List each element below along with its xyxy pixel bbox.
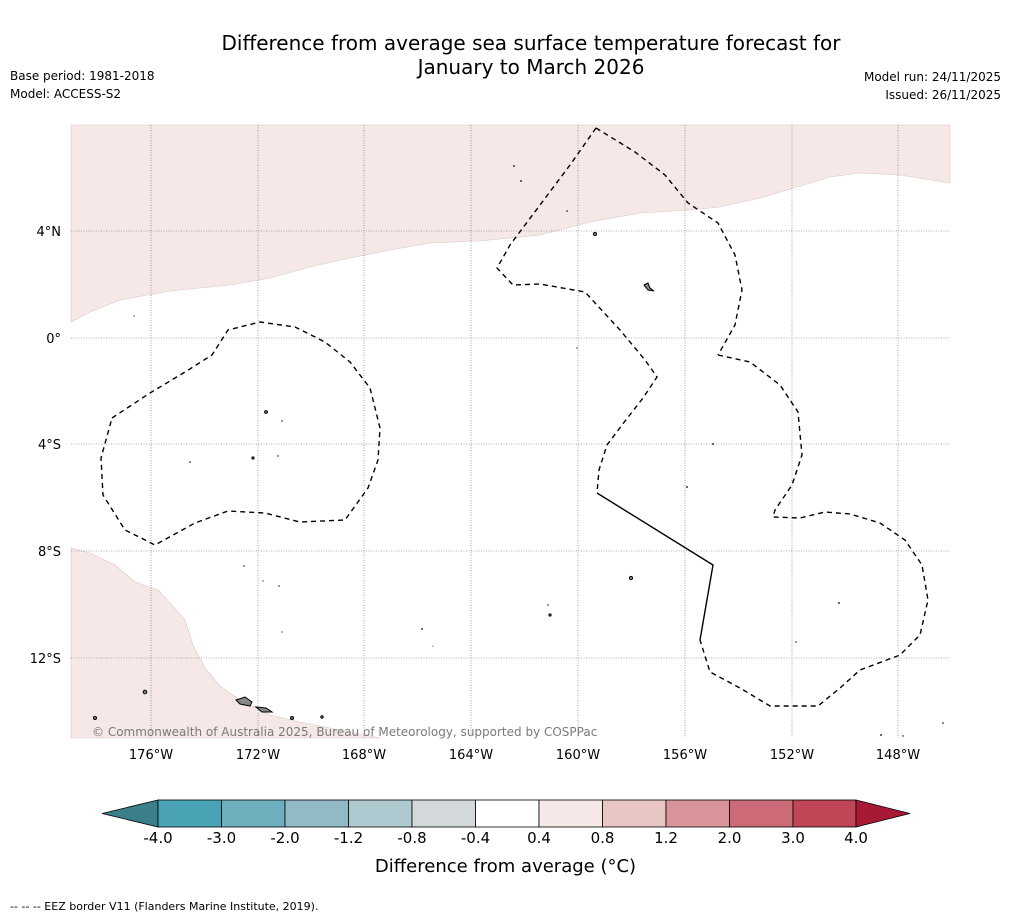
- island-550-615: [548, 613, 552, 617]
- eez-solid-segment: [596, 492, 714, 641]
- colorbar-tick: 0.8: [590, 829, 615, 847]
- colorbar-segment-1: [157, 799, 222, 828]
- model-run: Model run: 24/11/2025: [863, 70, 1001, 84]
- colorbar-segment-9: [665, 799, 730, 828]
- lon-label-176w: 176°W: [129, 748, 173, 763]
- colorbar-tick: -4.0: [143, 829, 173, 847]
- island-322-717: [320, 715, 324, 719]
- island-265-412: [264, 410, 268, 414]
- latitude-labels: 4°N 0° 4°S 8°S 12°S: [30, 225, 61, 667]
- issued-date: Issued: 26/11/2025: [885, 88, 1001, 102]
- lat-label-0: 0°: [46, 332, 61, 347]
- copyright-notice: © Commonwealth of Australia 2025, Bureau…: [92, 725, 597, 739]
- eez-borders: [100, 127, 929, 707]
- island-kiritimati: [643, 282, 655, 292]
- warm-anomaly-southwest: [70, 547, 381, 739]
- island-wallis: [142, 689, 148, 695]
- eez-kiribati-phoenix: [496, 127, 658, 494]
- model-name: Model: ACCESS-S2: [10, 87, 122, 101]
- title-line-1: Difference from average sea surface temp…: [221, 31, 841, 55]
- eez-footnote: -- -- -- EEZ border V11 (Flanders Marine…: [10, 900, 319, 913]
- island-samoa-upolu: [235, 696, 253, 707]
- lat-label-8s: 8°S: [38, 545, 61, 560]
- base-period: Base period: 1981-2018: [10, 69, 155, 83]
- island-252-458: [251, 456, 255, 460]
- lat-label-4s: 4°S: [38, 438, 61, 453]
- tiny-islets: [133, 165, 944, 737]
- colorbar-tick: 1.2: [654, 829, 678, 847]
- colorbar-tick: 3.0: [781, 829, 805, 847]
- colorbar-segment-3: [284, 799, 349, 828]
- lon-label-160w: 160°W: [556, 748, 600, 763]
- island-samoa-savaii: [254, 706, 274, 713]
- lon-label-156w: 156°W: [663, 748, 707, 763]
- colorbar-tick: -0.8: [397, 829, 427, 847]
- island-tabuaeran: [592, 231, 598, 237]
- colorbar-segment-4: [348, 799, 413, 828]
- lon-label-164w: 164°W: [449, 748, 493, 763]
- lon-label-168w: 168°W: [342, 748, 386, 763]
- colorbar-tick: 0.4: [527, 829, 551, 847]
- colorbar-segment-6: [475, 799, 540, 828]
- colorbar-segment-7: [538, 799, 603, 828]
- lon-label-172w: 172°W: [236, 748, 280, 763]
- lat-label-12s: 12°S: [30, 652, 61, 667]
- meta-left: Base period: 1981-2018 Model: ACCESS-S2: [10, 67, 155, 103]
- colorbar-tick-labels: -4.0 -3.0 -2.0 -1.2 -0.8 -0.4 0.4 0.8 1.…: [0, 829, 1011, 849]
- island-292-718: [290, 716, 294, 720]
- colorbar-segment-11: [792, 799, 857, 828]
- meta-right: Model run: 24/11/2025 Issued: 26/11/2025: [864, 68, 1001, 104]
- colorbar-segment-8: [602, 799, 667, 828]
- island-95-715: [93, 716, 97, 720]
- title-line-2: January to March 2026: [417, 55, 645, 79]
- colorbar-segment-10: [729, 799, 794, 828]
- eez-kiribati-south: [699, 354, 929, 707]
- colorbar-tick: -0.4: [460, 829, 491, 847]
- colorbar-tick: -1.2: [333, 829, 364, 847]
- colorbar-extend-high: [855, 799, 911, 828]
- eez-tokelau: [100, 321, 381, 546]
- lon-label-152w: 152°W: [770, 748, 814, 763]
- chart-title: Difference from average sea surface temp…: [170, 31, 892, 79]
- colorbar-segment-5: [411, 799, 476, 828]
- island-631-578: [628, 575, 634, 581]
- colorbar-extend-low: [101, 799, 159, 828]
- colorbar-label: Difference from average (°C): [374, 856, 637, 877]
- colorbar-segment-2: [221, 799, 286, 828]
- eez-kiribati-line-islands-north: [595, 127, 743, 356]
- warm-anomaly-north: [70, 124, 951, 323]
- longitude-labels: 176°W 172°W 168°W 164°W 160°W 156°W 152°…: [129, 748, 920, 763]
- colorbar: [101, 799, 911, 828]
- colorbar-tick: 2.0: [717, 829, 742, 847]
- colorbar-tick: 4.0: [844, 829, 868, 847]
- lat-label-4n: 4°N: [37, 225, 62, 240]
- colorbar-tick: -3.0: [206, 829, 237, 847]
- islands: [93, 231, 655, 720]
- colorbar-tick: -2.0: [270, 829, 300, 847]
- lon-label-148w: 148°W: [876, 748, 920, 763]
- graticule: [71, 125, 950, 738]
